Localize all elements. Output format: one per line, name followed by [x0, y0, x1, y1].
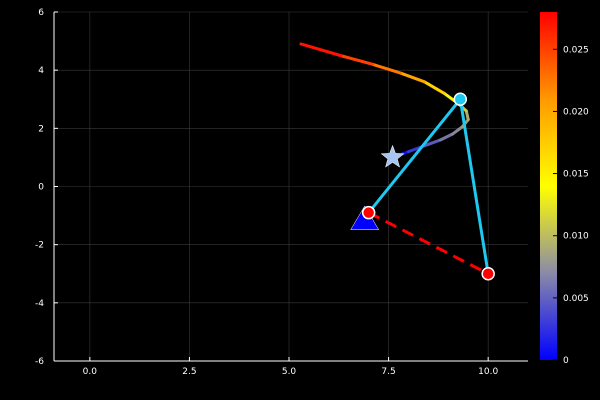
- x-tick-label: 2.5: [182, 367, 196, 377]
- grid-lines: [54, 11, 528, 362]
- dashed-line: [367, 211, 489, 276]
- y-tick-label: -6: [35, 357, 44, 367]
- y-tick-label: -4: [35, 299, 44, 309]
- joint-circle: [453, 92, 468, 106]
- x-tick-label: 7.5: [381, 367, 395, 377]
- colorbar-tick-label: 0.025: [563, 45, 589, 55]
- colorbar-tick-label: 0.005: [563, 294, 589, 304]
- end-circle: [481, 267, 495, 281]
- trajectory-segment: [438, 132, 454, 142]
- trajectory-segment: [422, 80, 446, 95]
- trajectory-segment: [422, 138, 442, 148]
- trajectory-segment: [299, 42, 343, 58]
- x-tick-label: 0.0: [83, 367, 98, 377]
- markers: [350, 92, 495, 281]
- y-tick-label: 2: [38, 124, 44, 134]
- y-tick-label: 4: [38, 66, 44, 76]
- trajectory-segment: [371, 62, 403, 75]
- colorbar-tick-label: 0.015: [563, 170, 589, 180]
- y-tick-label: 0: [38, 183, 44, 193]
- trajectory-segment: [339, 54, 375, 66]
- base-circle: [361, 205, 376, 220]
- target-star: [380, 144, 405, 168]
- axes: 0.0 2.5 5.0 7.5 10.0 -6 -4 -2 0 2 4 6: [35, 8, 528, 377]
- colorbar-tick-label: 0: [563, 356, 569, 366]
- y-tick-label: 6: [38, 8, 44, 18]
- y-tick-label: -2: [35, 241, 44, 251]
- trajectory-segment: [450, 125, 464, 136]
- trajectory-segment: [399, 71, 426, 84]
- x-tick-label: 5.0: [282, 367, 297, 377]
- colorbar: 0 0.005 0.010 0.015 0.020 0.025: [540, 12, 589, 366]
- colorbar-tick-label: 0.010: [563, 232, 589, 242]
- x-tick-label: 10.0: [478, 367, 498, 377]
- colorbar-tick-label: 0.020: [563, 107, 589, 117]
- colorbar-gradient: [540, 12, 557, 360]
